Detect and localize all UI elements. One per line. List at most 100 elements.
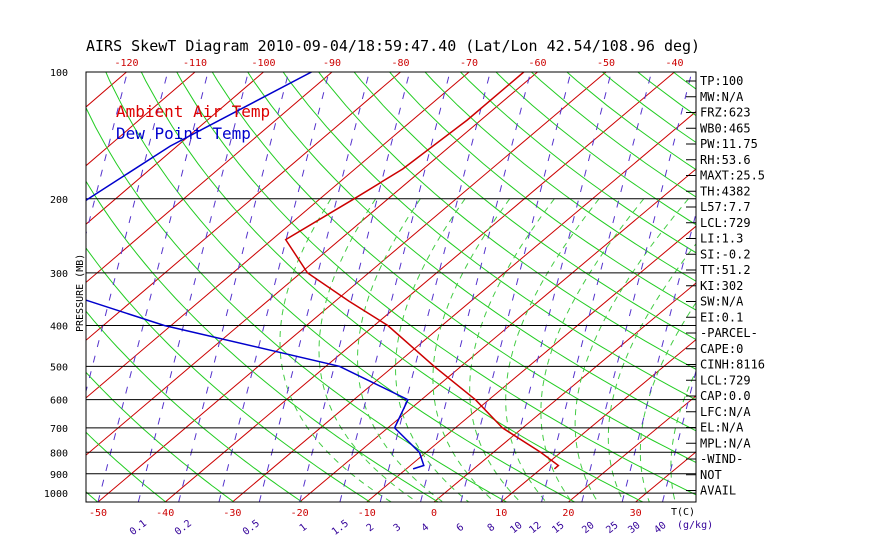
mixing-ratio-label: 25 [604,520,620,536]
mixing-ratio-label: 0.1 [128,518,149,538]
dry-adiabat-line [495,72,696,226]
mixing-ratio-label: 0.2 [173,518,194,538]
moist-adiabat-line [540,198,645,502]
isotherm-line [97,72,607,502]
stat-item: EL:N/A [700,421,744,435]
bottom-temp-tick-label: -50 [89,508,107,519]
stat-item: CAPE:0 [700,342,743,356]
legend-entry: Ambient Air Temp [116,102,270,121]
isotherm-line [568,395,696,502]
pressure-tick-label: 500 [50,362,68,373]
dry-adiabats [0,53,870,502]
mixing-ratio-line [86,72,88,79]
stat-item: WB0:465 [700,121,751,135]
dry-adiabat-line [86,371,235,502]
top-temp-axis: -120 -110 -100 -90 -80 -70 -60 -50 -40 [114,58,683,69]
dry-adiabat-line [86,431,167,502]
mixing-ratio-unit-label: (g/kg) [677,520,713,531]
top-temp-tick-label: -60 [528,58,546,69]
mixing-ratio-label: 4 [420,522,432,534]
isotherm-line [164,72,675,502]
pressure-tick-label: 300 [50,269,68,280]
pressure-tick-label: 900 [50,470,68,481]
stat-item: TT:51.2 [700,263,751,277]
moist-adiabats [279,198,696,502]
plot-frame [85,71,697,503]
top-temp-tick-label: -100 [251,58,275,69]
isotherm-line [86,72,333,284]
top-temp-tick-label: -70 [460,58,478,69]
dry-adiabat-line [566,72,696,171]
mixing-ratio-line [86,72,128,236]
pressure-axis: 100 200 300 400 500 600 700 800 900 1000 [44,68,68,500]
dry-adiabat-line [86,106,507,502]
mixing-ratio-line [500,72,612,502]
isotherm-line [299,168,696,502]
stat-item: MPL:N/A [700,436,751,450]
dry-adiabat-line [86,310,303,502]
dry-adiabat-line [318,72,696,370]
stat-item: AVAIL [700,484,736,498]
mixing-ratio-label: 12 [527,520,543,536]
dry-adiabat-line [424,72,696,282]
mixing-ratio-axis: 0.1 0.2 0.5 1 1.5 2 3 4 6 8 10 12 15 20 25 30 40 [128,518,669,538]
mixing-ratio-lines [86,72,696,502]
moist-adiabat-line [670,370,696,502]
dry-adiabat-line [0,53,30,502]
pressure-tick-label: 200 [50,195,68,206]
pressure-tick-label: 1000 [44,489,68,500]
isotherm-line [86,72,264,225]
isotherm-line [86,72,401,341]
mixing-ratio-label: 20 [580,520,596,536]
dry-adiabat-line [211,72,696,464]
stat-item: RH:53.6 [700,153,751,167]
isotherm-line [770,72,870,502]
stat-item: CINH:8116 [700,358,765,372]
mixing-ratio-label: 0.5 [241,518,262,538]
pressure-tick-label: 800 [50,448,68,459]
mixing-ratio-line [339,72,451,502]
isotherm-line [0,72,58,502]
pressure-tick-label: 400 [50,322,68,333]
dry-adiabat-line [176,72,696,496]
stat-item: LCL:729 [700,373,751,387]
isotherm-line [366,225,696,502]
top-temp-tick-label: -40 [665,58,683,69]
mixing-ratio-line [379,72,491,502]
isotherm-line [433,282,696,502]
mixing-ratio-label: 15 [550,520,566,536]
mixing-ratio-line [460,72,572,502]
stat-item: TH:4382 [700,184,751,198]
stat-item: NOT [700,468,722,482]
top-temp-tick-label: -110 [183,58,207,69]
mixing-ratio-line [137,72,249,502]
dry-adiabat-line [672,72,696,90]
moist-adiabat-line [394,198,470,502]
stat-item: -PARCEL- [700,326,758,340]
mixing-ratio-label: 1.5 [330,518,351,538]
x-axis-label: T(C) [671,507,695,518]
moist-adiabat-line [356,198,444,502]
bottom-temp-tick-label: 20 [562,508,574,519]
dry-adiabat-line [636,72,696,117]
pressure-tick-label: 700 [50,424,68,435]
stat-item: EI:0.1 [700,310,743,324]
dry-adiabat-line [459,72,696,254]
dry-adiabat-line [752,53,870,502]
stat-item: KI:302 [700,279,743,293]
top-temp-tick-label: -80 [391,58,409,69]
ambient-air-temp-line [284,72,560,470]
mixing-ratio-line [299,72,411,502]
stat-item: CAP:0.0 [700,389,751,403]
bottom-temp-tick-label: 30 [630,508,642,519]
mixing-ratio-label: 40 [652,520,668,536]
bottom-temp-tick-label: -30 [223,508,241,519]
stat-item: PW:11.75 [700,137,758,151]
dry-adiabat-line [140,72,644,502]
mixing-ratio-line [86,72,169,394]
mixing-ratio-label: 30 [626,520,642,536]
mixing-ratio-label: 2 [365,522,377,534]
mixing-ratio-line [541,72,653,502]
